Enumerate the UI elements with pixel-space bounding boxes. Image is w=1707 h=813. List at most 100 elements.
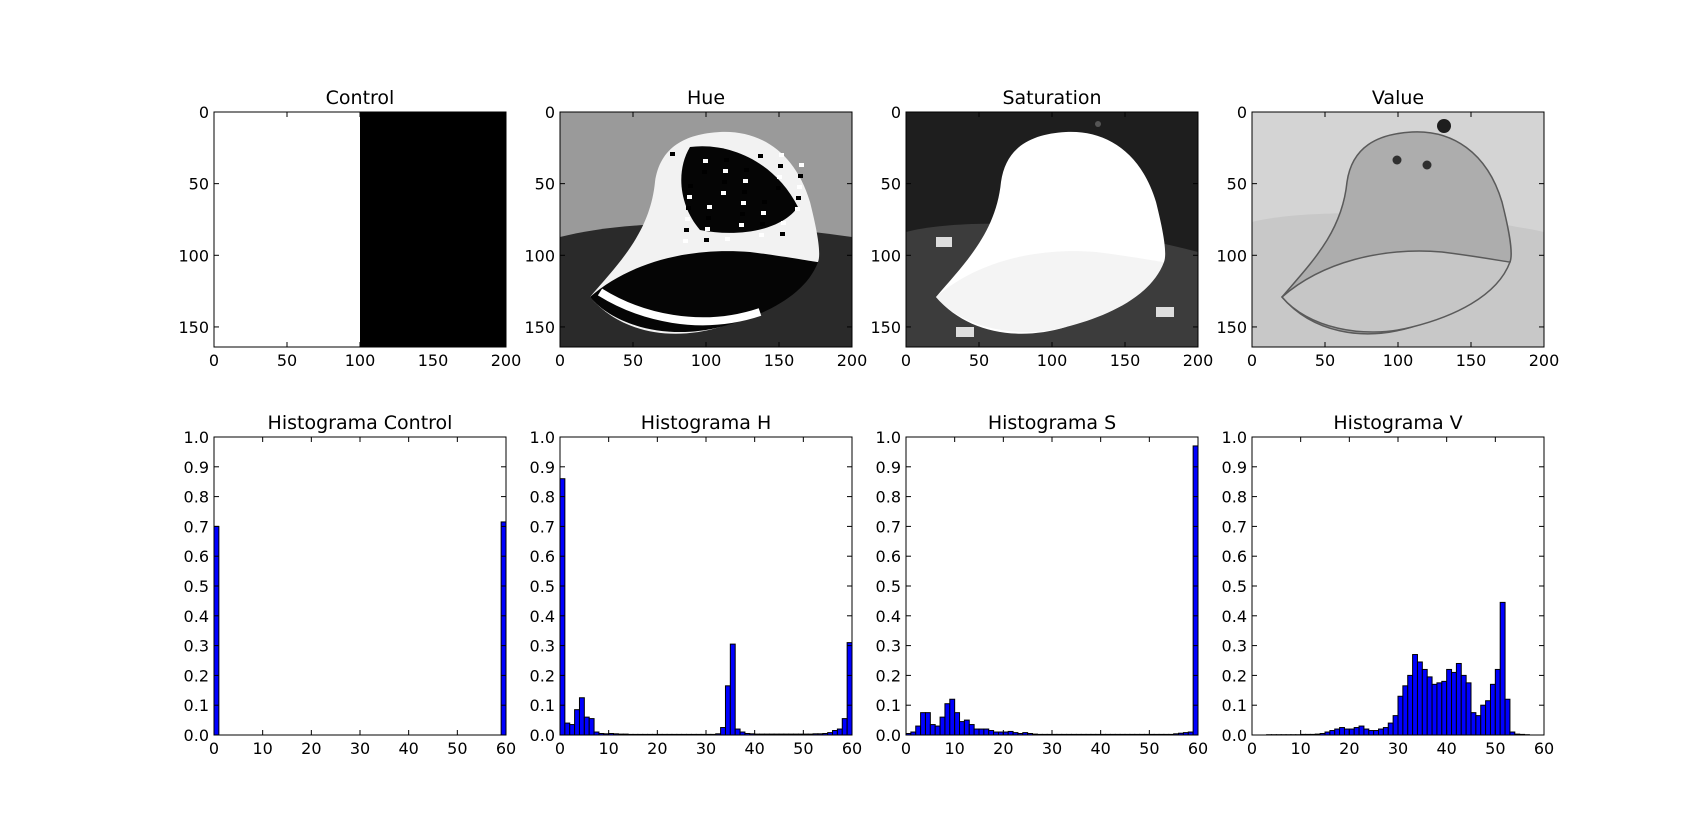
histogram-bar — [1393, 716, 1398, 735]
y-tick-label: 0.1 — [530, 696, 555, 715]
histogram-bar — [1379, 729, 1384, 735]
histogram-bar — [1344, 729, 1349, 735]
histogram-bar — [1437, 683, 1442, 735]
x-tick-label: 40 — [744, 739, 764, 758]
y-tick-label: 50 — [189, 175, 209, 194]
histogram-bar — [921, 713, 926, 735]
histogram-bar — [1486, 701, 1491, 735]
histogram-bar — [214, 526, 219, 735]
x-tick-label: 10 — [598, 739, 618, 758]
histogram-bar — [1447, 669, 1452, 735]
histogram-bar — [1388, 723, 1393, 735]
x-tick-label: 10 — [1290, 739, 1310, 758]
y-tick-label: 0.8 — [184, 488, 209, 507]
histogram-bar — [833, 731, 838, 735]
histogram-bar — [560, 479, 565, 735]
histogram-bar — [579, 698, 584, 735]
x-tick-label: 40 — [398, 739, 418, 758]
histogram-bar — [730, 644, 735, 735]
y-tick-label: 0.2 — [876, 666, 901, 685]
x-tick-label: 60 — [496, 739, 516, 758]
y-tick-label: 50 — [881, 175, 901, 194]
x-tick-label: 50 — [969, 351, 989, 370]
histogram-bar — [589, 719, 594, 735]
y-tick-label: 0.0 — [876, 726, 901, 745]
axes-frame — [906, 437, 1198, 735]
panel-title: Histograma Control — [268, 412, 453, 434]
histogram-bar — [575, 710, 580, 735]
histogram-bar — [1408, 675, 1413, 735]
histogram-bar — [1364, 729, 1369, 735]
x-tick-label: 50 — [1139, 739, 1159, 758]
x-tick-label: 0 — [1247, 739, 1257, 758]
histogram-bar — [925, 713, 930, 735]
control-black-half — [360, 112, 506, 347]
histogram-bar — [1369, 731, 1374, 735]
histogram-bar — [1349, 729, 1354, 735]
histogram-bar — [1476, 716, 1481, 735]
histogram-bar — [1359, 726, 1364, 735]
panel-title: Hue — [687, 87, 725, 109]
y-tick-label: 50 — [1227, 175, 1247, 194]
image-content — [1252, 112, 1544, 347]
histogram-bar — [584, 717, 589, 735]
histogram-bar — [1383, 728, 1388, 735]
x-tick-label: 10 — [252, 739, 272, 758]
histogram-bar — [501, 522, 506, 735]
y-tick-label: 50 — [535, 175, 555, 194]
histogram-bar — [1471, 713, 1476, 735]
y-tick-label: 0.4 — [530, 607, 555, 626]
histogram-bar — [1335, 729, 1340, 735]
histogram-bar — [930, 725, 935, 735]
histogram-bar — [916, 726, 921, 735]
x-tick-label: 20 — [647, 739, 667, 758]
histogram-bar — [1354, 728, 1359, 735]
x-tick-label: 30 — [1388, 739, 1408, 758]
histogram-bar — [1403, 686, 1408, 735]
histogram-bar — [842, 719, 847, 735]
y-tick-label: 0 — [199, 103, 209, 122]
y-tick-label: 1.0 — [184, 428, 209, 447]
x-tick-label: 40 — [1090, 739, 1110, 758]
panel-title: Control — [326, 87, 395, 109]
histogram-bar — [979, 729, 984, 735]
y-tick-label: 150 — [1216, 318, 1247, 337]
y-tick-label: 1.0 — [530, 428, 555, 447]
control-white-half — [214, 112, 360, 347]
image-panel-value: Value0 50 100 150 200050100150 — [1216, 87, 1559, 370]
histogram-bar — [1417, 662, 1422, 735]
image-content — [560, 112, 852, 347]
histogram-bar — [721, 728, 726, 735]
histogram-bar — [1490, 684, 1495, 735]
y-tick-label: 0.4 — [876, 607, 901, 626]
x-tick-label: 50 — [1485, 739, 1505, 758]
y-tick-label: 0.7 — [876, 517, 901, 536]
histogram-bar — [955, 713, 960, 735]
x-tick-label: 50 — [277, 351, 297, 370]
y-tick-label: 0.1 — [1222, 696, 1247, 715]
y-tick-label: 0.8 — [1222, 488, 1247, 507]
x-tick-label: 0 — [209, 351, 219, 370]
histogram-bar — [1008, 731, 1013, 735]
y-tick-label: 0.2 — [184, 666, 209, 685]
panel-title: Saturation — [1002, 87, 1101, 109]
histogram-bar — [565, 723, 570, 735]
y-tick-label: 1.0 — [876, 428, 901, 447]
y-tick-label: 0.4 — [1222, 607, 1247, 626]
histogram-bar — [1340, 728, 1345, 735]
image-panel-control: Control 0 50 100 150 200 0 50 100 150 — [178, 87, 521, 370]
y-tick-label: 0.5 — [530, 577, 555, 596]
y-tick-label: 0.7 — [1222, 517, 1247, 536]
y-tick-label: 150 — [178, 318, 209, 337]
histogram-bar — [1456, 663, 1461, 735]
histogram-bar — [1330, 731, 1335, 735]
x-tick-label: 0 — [901, 739, 911, 758]
x-tick-label: 20 — [1339, 739, 1359, 758]
histogram-bar — [1422, 669, 1427, 735]
x-tick-label: 30 — [1042, 739, 1062, 758]
x-tick-label: 50 — [1315, 351, 1335, 370]
y-tick-label: 0.6 — [530, 547, 555, 566]
y-tick-label: 0.0 — [184, 726, 209, 745]
y-tick-label: 0 — [1237, 103, 1247, 122]
